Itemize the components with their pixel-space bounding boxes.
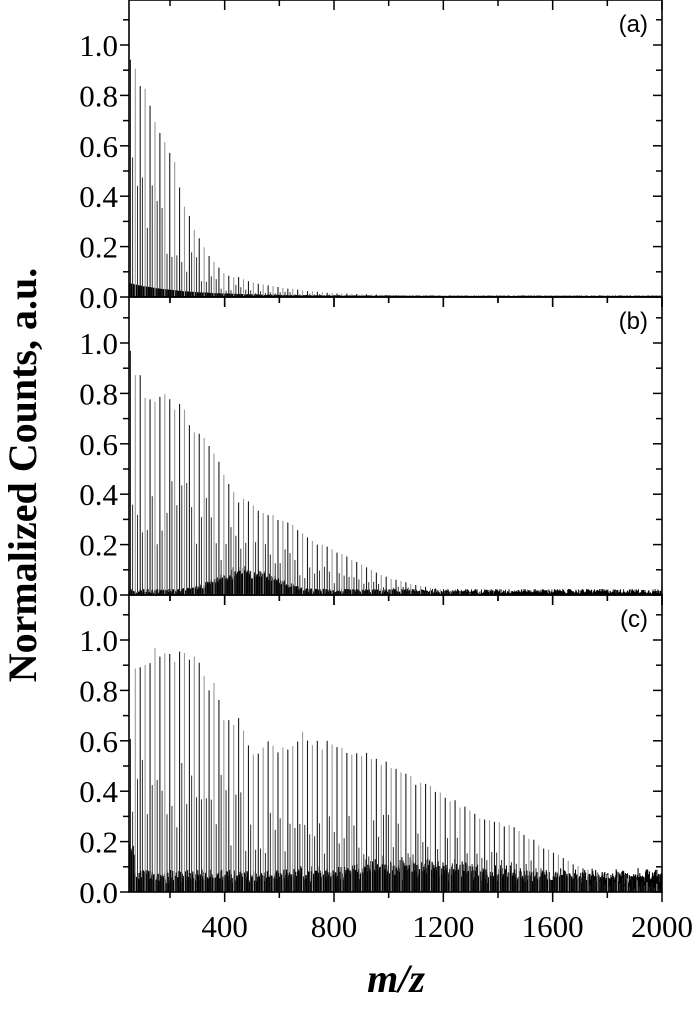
y-tick-label: 0.6 (79, 427, 118, 462)
y-axis-label: Normalized Counts, a.u. (0, 268, 45, 682)
y-tick-label: 1.0 (79, 28, 118, 63)
y-tick-label: 0.8 (79, 673, 118, 708)
y-tick-label: 0.8 (79, 78, 118, 113)
y-tick-label: 0.2 (79, 528, 118, 563)
y-tick-label: 0.6 (79, 129, 118, 164)
y-tick-label: 0.4 (79, 179, 118, 214)
y-tick-label: 0.0 (79, 578, 118, 613)
x-tick-label: 400 (201, 909, 248, 944)
y-tick-label: 0.6 (79, 724, 118, 759)
y-tick-label: 0.4 (79, 477, 118, 512)
x-tick-label: 1600 (522, 909, 584, 944)
y-tick-label: 0.2 (79, 230, 118, 265)
panel-c: 0.0 0.2 0.4 0.6 0.8 1.0 (c) (79, 594, 663, 910)
y-tick-label: 0.8 (79, 376, 118, 411)
spectrum-peaks (129, 350, 662, 595)
panel-label: (a) (619, 11, 648, 38)
y-tick-label: 0.0 (79, 280, 118, 315)
x-tick-label: 800 (311, 909, 358, 944)
plot-frame (128, 0, 663, 298)
panel-b: 0.0 0.2 0.4 0.6 0.8 1.0 (b) (79, 296, 663, 613)
x-tick-label: 1200 (412, 909, 474, 944)
x-axis-tick-labels: 400 800 1200 1600 2000 (201, 909, 693, 944)
y-tick-label: 0.0 (79, 875, 118, 910)
x-axis-label: m/z (367, 956, 425, 1001)
y-tick-label: 0.4 (79, 774, 118, 809)
y-tick-label: 0.2 (79, 825, 118, 860)
x-tick-label: 2000 (631, 909, 693, 944)
panel-a: 0.0 0.2 0.4 0.6 0.8 1.0 (a) (79, 0, 663, 315)
spectrum-peaks (129, 647, 662, 892)
spectrum-peaks (129, 59, 662, 297)
plot-frame (128, 594, 663, 893)
y-tick-label: 1.0 (79, 326, 118, 361)
panel-label: (b) (619, 308, 648, 335)
panel-label: (c) (620, 606, 648, 633)
y-tick-label: 1.0 (79, 623, 118, 658)
